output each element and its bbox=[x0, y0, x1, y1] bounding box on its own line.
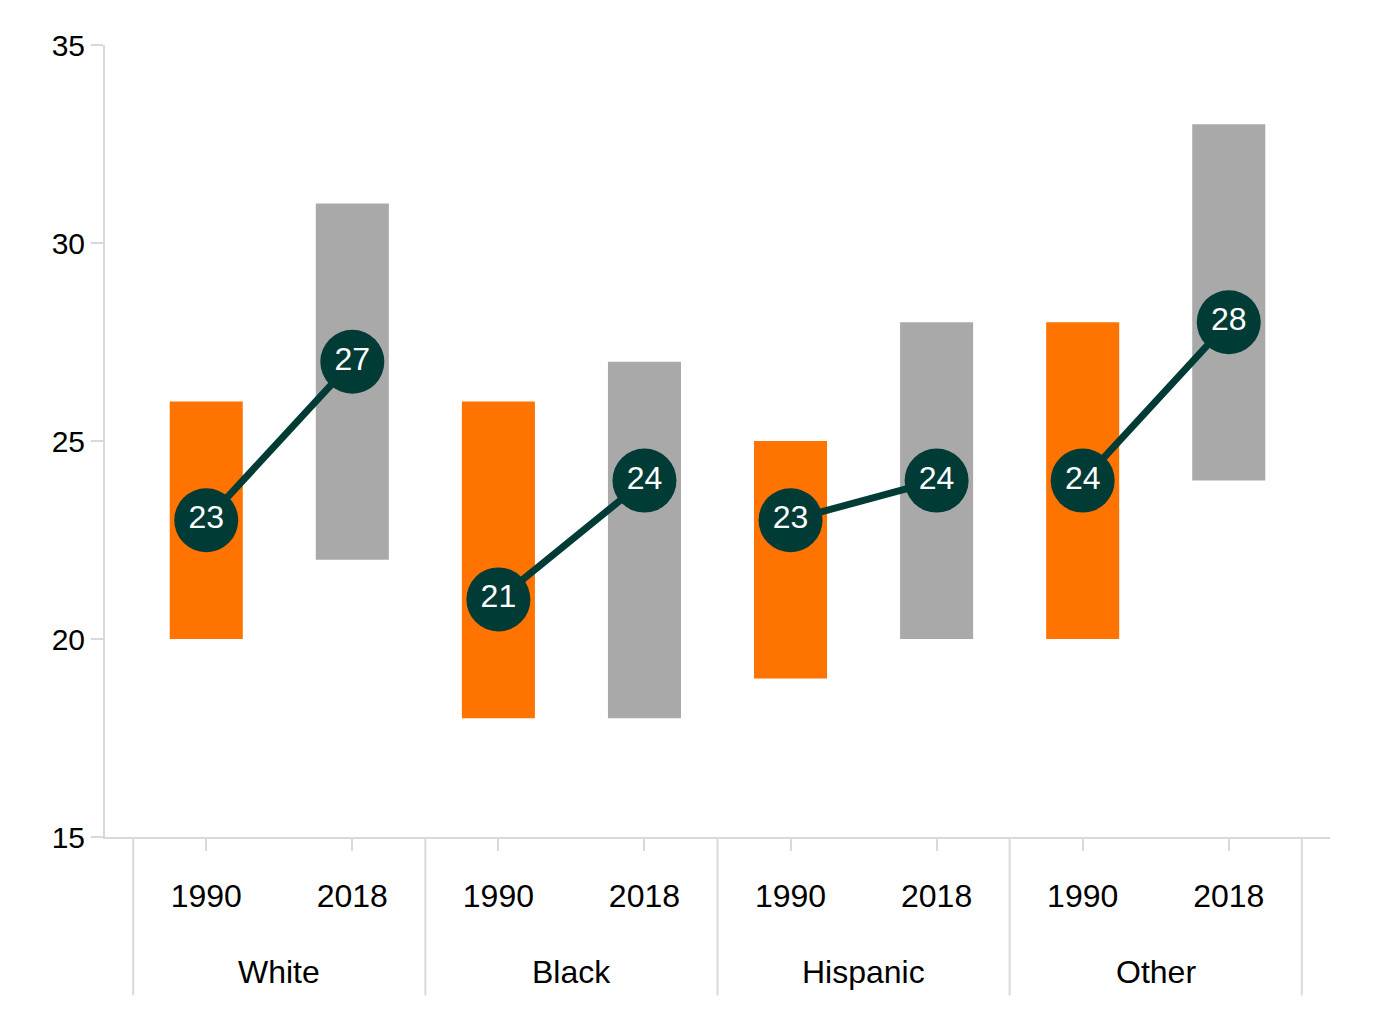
svg-text:30: 30 bbox=[52, 227, 85, 260]
svg-text:35: 35 bbox=[52, 29, 85, 62]
svg-text:24: 24 bbox=[919, 460, 955, 496]
svg-text:2018: 2018 bbox=[609, 878, 680, 914]
svg-text:25: 25 bbox=[52, 425, 85, 458]
svg-text:1990: 1990 bbox=[171, 878, 242, 914]
svg-text:28: 28 bbox=[1211, 301, 1247, 337]
svg-text:23: 23 bbox=[188, 499, 224, 535]
svg-text:20: 20 bbox=[52, 623, 85, 656]
svg-text:24: 24 bbox=[627, 460, 663, 496]
svg-text:2018: 2018 bbox=[1193, 878, 1264, 914]
svg-text:1990: 1990 bbox=[1047, 878, 1118, 914]
svg-text:15: 15 bbox=[52, 821, 85, 854]
svg-text:23: 23 bbox=[773, 499, 809, 535]
svg-text:1990: 1990 bbox=[755, 878, 826, 914]
svg-text:1990: 1990 bbox=[463, 878, 534, 914]
svg-text:2018: 2018 bbox=[317, 878, 388, 914]
svg-text:Hispanic: Hispanic bbox=[802, 954, 925, 990]
svg-text:24: 24 bbox=[1065, 460, 1101, 496]
svg-text:2018: 2018 bbox=[901, 878, 972, 914]
svg-text:21: 21 bbox=[481, 578, 517, 614]
svg-text:27: 27 bbox=[335, 341, 371, 377]
svg-text:Other: Other bbox=[1116, 954, 1196, 990]
svg-text:White: White bbox=[238, 954, 320, 990]
svg-text:Black: Black bbox=[532, 954, 611, 990]
